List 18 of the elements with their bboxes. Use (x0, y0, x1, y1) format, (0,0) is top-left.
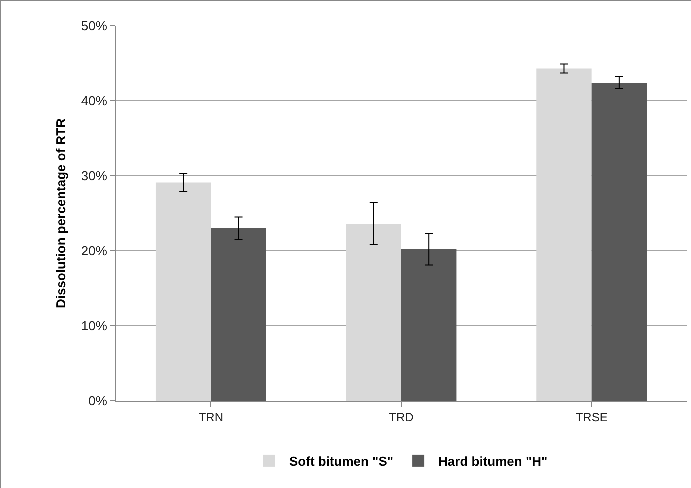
y-tick-label: 20% (81, 244, 108, 259)
y-tick-label: 10% (81, 318, 108, 334)
y-tick-label: 50% (81, 18, 108, 34)
y-axis-title: Dissolution percentage of RTR (53, 118, 68, 308)
x-tick-label: TRN (198, 410, 224, 424)
y-tick-label: 40% (81, 94, 108, 109)
bar (346, 224, 402, 401)
x-tick-label: TRSE (576, 410, 608, 424)
y-tick-label: 30% (81, 168, 108, 184)
bar (156, 182, 212, 401)
bar (592, 83, 648, 401)
x-tick-label: TRD (389, 410, 414, 424)
legend-label: Hard bitumen "H" (438, 454, 548, 470)
bar (536, 68, 592, 401)
y-tick-label: 0% (88, 394, 108, 409)
bar (402, 250, 457, 401)
legend-label: Soft bitumen "S" (290, 454, 394, 470)
bar (211, 228, 266, 401)
